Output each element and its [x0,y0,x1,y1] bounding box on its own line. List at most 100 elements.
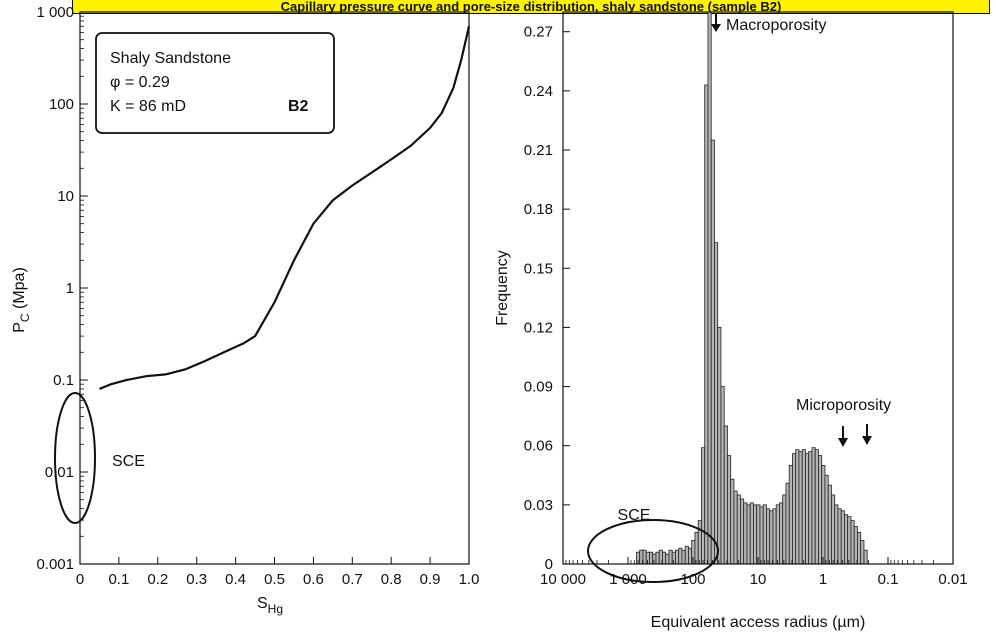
left-x-tick-label: 0.9 [420,571,441,588]
histogram-bar [805,453,810,565]
legend-porosity: φ = 0.29 [110,74,170,91]
histogram-bar [860,539,865,565]
legend-box-frame [95,32,335,134]
histogram-bar [688,547,693,565]
histogram-bar [652,553,657,565]
histogram-bar [710,139,715,565]
left-chart: 0 0.1 0.2 0.3 0.4 0.5 0.6 0.7 0.8 0.9 1.0 1 000 100 1… [11,4,479,616]
left-x-tick-label: 0.1 [108,571,129,588]
histogram-bar [847,516,852,565]
histogram-bar [717,327,722,565]
histogram-bar [746,504,751,565]
microporosity-arrow-right [862,424,872,445]
left-y-tick-label: 100 [49,96,74,113]
sce-ellipse-left [54,392,96,524]
histogram-bar [707,11,712,565]
histogram-bar [863,549,868,565]
right-y-tick-label: 0.18 [524,201,553,218]
histogram-bar [766,508,771,565]
right-y-tick-label: 0.24 [524,83,553,100]
histogram-bar [684,545,689,565]
macroporosity-arrow [711,14,721,32]
left-x-tick-label: 0.5 [264,571,285,588]
histogram-bar [743,502,748,565]
left-y-axis-title: PC (Mpa) [11,267,32,333]
right-y-tick-label: 0.12 [524,319,553,336]
histogram-bar [795,449,800,565]
left-x-tick-label: 0.3 [186,571,207,588]
histogram-bar [857,532,862,565]
histogram-bar [733,490,738,565]
histogram-bar [642,549,647,565]
histogram-bar [675,549,680,565]
histogram-bar [792,453,797,565]
right-y-tick-label: 0.09 [524,379,553,396]
histogram-bar [808,451,813,565]
histogram-bar [720,386,725,565]
histogram-bar [834,504,839,565]
histogram-bar [798,451,803,565]
left-x-tick-label: 0.4 [225,571,246,588]
histogram-bar [762,504,767,565]
legend-permeability: K = 86 mD [110,98,186,115]
histogram-bar [827,484,832,565]
left-x-axis-title: SHg [257,595,283,616]
histogram-bar [678,547,683,565]
figure-banner: Capillary pressure curve and pore-size d… [72,0,990,14]
histogram-bar [655,551,660,565]
histogram-bar [837,508,842,565]
macroporosity-label: Macroporosity [726,17,826,34]
right-y-tick-label: 0 [545,556,553,573]
left-y-tick-label: 1 000 [36,4,74,21]
histogram-bar [814,449,819,565]
left-x-tick-label: 0.2 [147,571,168,588]
histogram-bar [756,504,761,565]
histogram-bar [697,520,702,565]
histogram-bar [759,506,764,565]
left-x-tick-label: 0.6 [303,571,324,588]
histogram-bar [662,551,667,565]
histogram-bar [801,449,806,565]
left-x-tick-label: 1.0 [459,571,480,588]
legend-sample-name: Shaly Sandstone [110,50,231,67]
histogram-bar [668,549,673,565]
sce-ellipse-right [587,519,719,583]
histogram-bar [772,508,777,565]
right-x-tick-label: 0.01 [938,571,967,588]
histogram-bar [753,504,758,565]
histogram-bar [850,520,855,565]
histogram-bar [811,447,816,565]
histogram-bar [727,455,732,565]
legend-sample-tag: B2 [288,98,309,115]
histogram-bar [775,504,780,565]
right-x-tick-label: 100 [680,571,705,588]
sample-legend-box: Shaly Sandstone φ = 0.29 K = 86 mD B2 [95,32,335,134]
left-axis-ticks: 0 0.1 0.2 0.3 0.4 0.5 0.6 0.7 0.8 0.9 1.0 1 000 100 1… [36,4,479,588]
histogram-bar [694,532,699,565]
left-y-tick-label: 0.01 [45,464,74,481]
microporosity-arrow-left [838,426,848,447]
right-y-tick-label: 0.03 [524,497,553,514]
right-chart: 10 000 1 000 100 10 1 0.1 0.0100.030.060.090.1… [494,11,968,631]
right-y-tick-label: 0.27 [524,24,553,41]
histogram-bar [779,502,784,565]
histogram-bar [821,465,826,565]
histogram-bar [831,494,836,565]
histogram-bar [704,84,709,565]
left-y-tick-label: 1 [66,280,74,297]
right-y-axis-title: Frequency [494,250,511,326]
right-x-tick-label: 1 [819,571,827,588]
right-x-axis-title: Equivalent access radius (µm) [651,614,866,631]
histogram-bar [785,482,790,565]
right-x-tick-label: 0.1 [878,571,899,588]
microporosity-label: Microporosity [796,397,891,414]
histogram-bar [853,526,858,565]
left-x-tick-label: 0.7 [342,571,363,588]
sce-label-left: SCE [112,453,145,470]
histogram-bar [824,474,829,565]
histogram-bars [636,11,868,565]
histogram-bar [818,455,823,565]
right-y-tick-label: 0.21 [524,142,553,159]
left-y-tick-label: 0.1 [53,372,74,389]
